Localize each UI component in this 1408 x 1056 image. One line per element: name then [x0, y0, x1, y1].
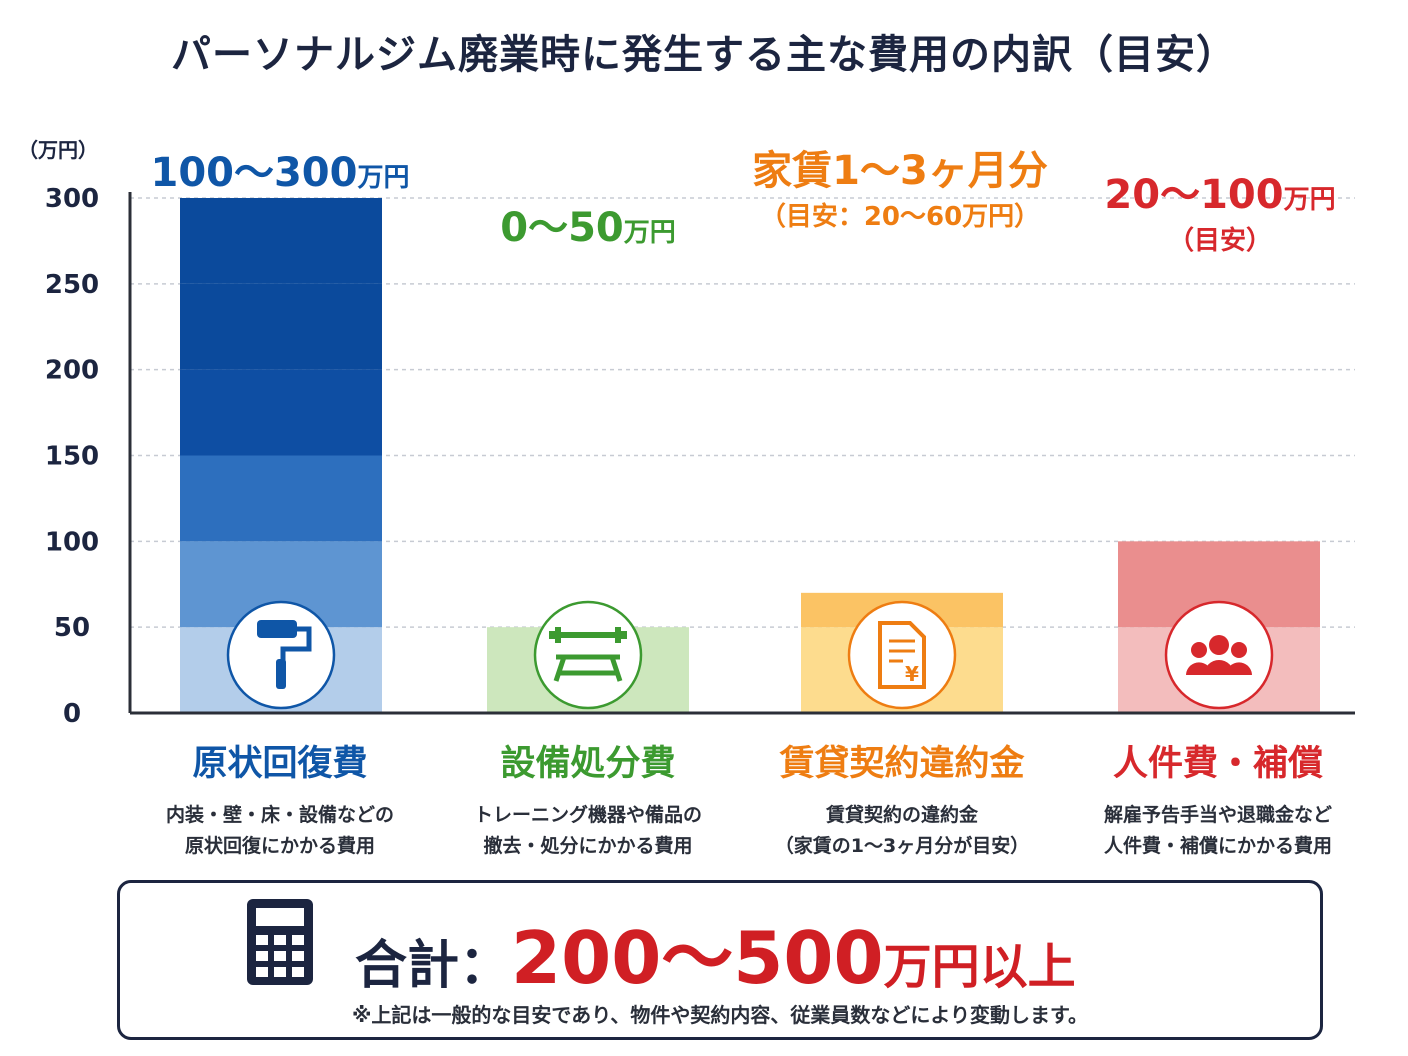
y-tick-label: 250: [45, 270, 99, 300]
value-label-restoration: 100～300万円: [150, 150, 410, 196]
category-restoration: 原状回復費 内装・壁・床・設備などの 原状回復にかかる費用: [120, 735, 440, 862]
paint-roller-icon: [257, 620, 297, 638]
category-desc: 賃貸契約の違約金 （家賃の1～3ヶ月分が目安）: [774, 804, 1030, 857]
category-desc: 解雇予告手当や退職金など 人件費・補償にかかる費用: [1103, 804, 1332, 857]
disclaimer-note: ※上記は一般的な目安であり、物件や契約内容、従業員数などにより変動します。: [351, 1003, 1089, 1027]
dumbbell-bench-icon: [549, 627, 627, 643]
people-group-icon: [1209, 635, 1229, 655]
value-label-penalty: 家賃1～3ヶ月分 （目安：20～60万円）: [752, 148, 1048, 232]
category-name: 人件費・補償: [1112, 744, 1323, 784]
chart-title: パーソナルジム廃業時に発生する主な費用の内訳（目安）: [171, 32, 1237, 78]
person-body: [1204, 660, 1234, 675]
category-desc: トレーニング機器や備品の 撤去・処分にかかる費用: [473, 804, 702, 857]
bar-segment: [180, 455, 382, 542]
category-name: 賃貸契約違約金: [779, 744, 1025, 784]
contract-document-icon: [878, 621, 926, 689]
yen-symbol: ¥: [905, 662, 919, 686]
category-desc: 内装・壁・床・設備などの 原状回復にかかる費用: [165, 804, 394, 857]
y-axis-unit: （万円）: [18, 138, 98, 162]
person-body-right: [1230, 662, 1252, 675]
bench-legs: [553, 654, 623, 682]
bar-chart: 0 50 100 150 200 250 300 ¥: [45, 184, 1355, 729]
total-unit: 万円以上: [883, 939, 1076, 995]
category-equipment: 設備処分費 トレーニング機器や備品の 撤去・処分にかかる費用: [428, 735, 748, 862]
y-tick-label: 300: [45, 184, 99, 214]
total-summary-box: 合計：200～500万円以上 ※上記は一般的な目安であり、物件や契約内容、従業員…: [117, 880, 1323, 1040]
total-amount-line: 合計：200～500万円以上: [355, 899, 1076, 1004]
y-tick-label: 150: [45, 442, 99, 472]
category-name: 原状回復費: [192, 744, 368, 784]
icon-circle: [847, 600, 957, 710]
y-tick-label: 50: [54, 613, 90, 643]
category-name: 設備処分費: [500, 744, 676, 784]
paint-roller-handle: [280, 626, 312, 661]
bar-segment: [180, 369, 382, 456]
person-body-left: [1186, 662, 1208, 675]
person-left: [1191, 642, 1207, 658]
total-amount: 200～500: [511, 916, 884, 1000]
calculator-icon: [247, 899, 313, 985]
value-label-personnel: 20～100万円 （目安）: [1104, 172, 1336, 256]
bar-segment: [180, 283, 382, 370]
value-label-equipment: 0～50万円: [500, 205, 676, 251]
person-right: [1231, 642, 1247, 658]
paint-roller-grip: [276, 659, 286, 689]
y-tick-label: 100: [45, 527, 99, 557]
y-tick-label: 200: [45, 356, 99, 386]
category-penalty: 賃貸契約違約金 賃貸契約の違約金 （家賃の1～3ヶ月分が目安）: [742, 735, 1062, 862]
bar-segment: [180, 198, 382, 284]
total-label: 合計：: [355, 936, 512, 996]
y-tick-label: 0: [63, 699, 81, 729]
category-personnel: 人件費・補償 解雇予告手当や退職金など 人件費・補償にかかる費用: [1058, 735, 1378, 862]
document-lines: [889, 639, 915, 663]
